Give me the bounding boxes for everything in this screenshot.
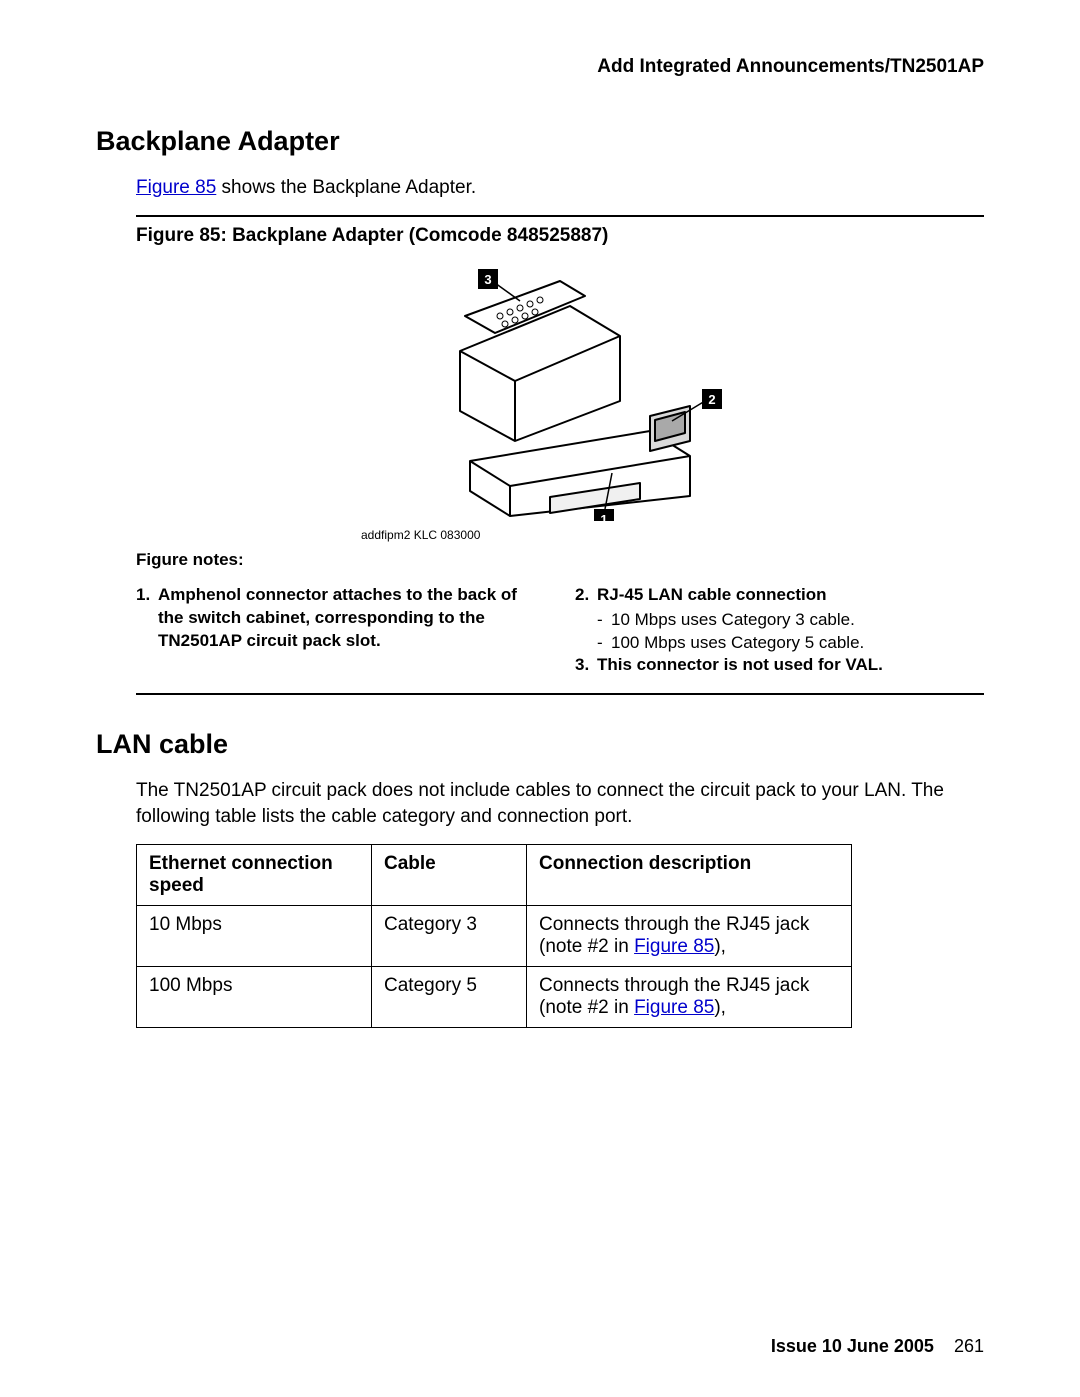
cell-speed: 100 Mbps — [137, 966, 372, 1027]
th-speed: Ethernet connection speed — [137, 844, 372, 905]
running-header: Add Integrated Announcements/TN2501AP — [96, 56, 984, 78]
note3-text: This connector is not used for VAL. — [597, 654, 984, 677]
note1-num: 1. — [136, 584, 158, 653]
figure-illustration: 1 2 3 — [136, 261, 984, 526]
table-row: 100 Mbps Category 5 Connects through the… — [137, 966, 852, 1027]
cell-desc: Connects through the RJ45 jack (note #2 … — [527, 905, 852, 966]
cell-desc-suffix: ), — [714, 936, 726, 957]
cell-desc-link[interactable]: Figure 85 — [634, 997, 714, 1018]
th-desc: Connection description — [527, 844, 852, 905]
cell-desc-link[interactable]: Figure 85 — [634, 936, 714, 957]
callout-1: 1 — [600, 512, 607, 521]
figure-credit: addfipm2 KLC 083000 — [361, 528, 984, 542]
figure-rule-bottom — [136, 693, 984, 695]
section1-body: Figure 85 shows the Backplane Adapter. F… — [136, 175, 984, 695]
heading-backplane-adapter: Backplane Adapter — [96, 126, 984, 157]
heading-lan-cable: LAN cable — [96, 729, 984, 760]
note1-text: Amphenol connector attaches to the back … — [158, 584, 545, 653]
figure-title: Figure 85: Backplane Adapter (Comcode 84… — [136, 225, 984, 247]
cell-cable: Category 5 — [372, 966, 527, 1027]
callout-2: 2 — [708, 392, 715, 407]
lan-intro: The TN2501AP circuit pack does not inclu… — [136, 778, 984, 829]
figure-rule-top — [136, 215, 984, 217]
figure-notes-columns: 1. Amphenol connector attaches to the ba… — [136, 584, 984, 680]
section2-body: The TN2501AP circuit pack does not inclu… — [136, 778, 984, 1027]
lan-cable-table: Ethernet connection speed Cable Connecti… — [136, 844, 852, 1028]
adapter-svg: 1 2 3 — [350, 261, 770, 521]
figure-notes-title: Figure notes: — [136, 550, 984, 570]
page-footer: Issue 10 June 2005 261 — [771, 1336, 984, 1357]
intro-paragraph-1: Figure 85 shows the Backplane Adapter. — [136, 175, 984, 201]
figure-notes-col-right: 2. RJ-45 LAN cable connection -10 Mbps u… — [575, 584, 984, 680]
table-header-row: Ethernet connection speed Cable Connecti… — [137, 844, 852, 905]
cell-desc-suffix: ), — [714, 997, 726, 1018]
note2-sub2: 100 Mbps uses Category 5 cable. — [611, 632, 864, 655]
note2-text: RJ-45 LAN cable connection — [597, 584, 984, 607]
th-cable: Cable — [372, 844, 527, 905]
figure-link-85[interactable]: Figure 85 — [136, 177, 216, 198]
footer-page: 261 — [954, 1336, 984, 1356]
cell-speed: 10 Mbps — [137, 905, 372, 966]
note3-num: 3. — [575, 654, 597, 677]
cell-desc: Connects through the RJ45 jack (note #2 … — [527, 966, 852, 1027]
footer-issue: Issue 10 June 2005 — [771, 1336, 934, 1356]
table-row: 10 Mbps Category 3 Connects through the … — [137, 905, 852, 966]
note2-sub1: 10 Mbps uses Category 3 cable. — [611, 609, 855, 632]
intro-suffix: shows the Backplane Adapter. — [216, 177, 476, 198]
cell-cable: Category 3 — [372, 905, 527, 966]
page: Add Integrated Announcements/TN2501AP Ba… — [0, 0, 1080, 1397]
note2-sublist: -10 Mbps uses Category 3 cable. -100 Mbp… — [575, 609, 984, 655]
figure-notes-col-left: 1. Amphenol connector attaches to the ba… — [136, 584, 545, 680]
callout-3: 3 — [484, 272, 491, 287]
note2-num: 2. — [575, 584, 597, 607]
